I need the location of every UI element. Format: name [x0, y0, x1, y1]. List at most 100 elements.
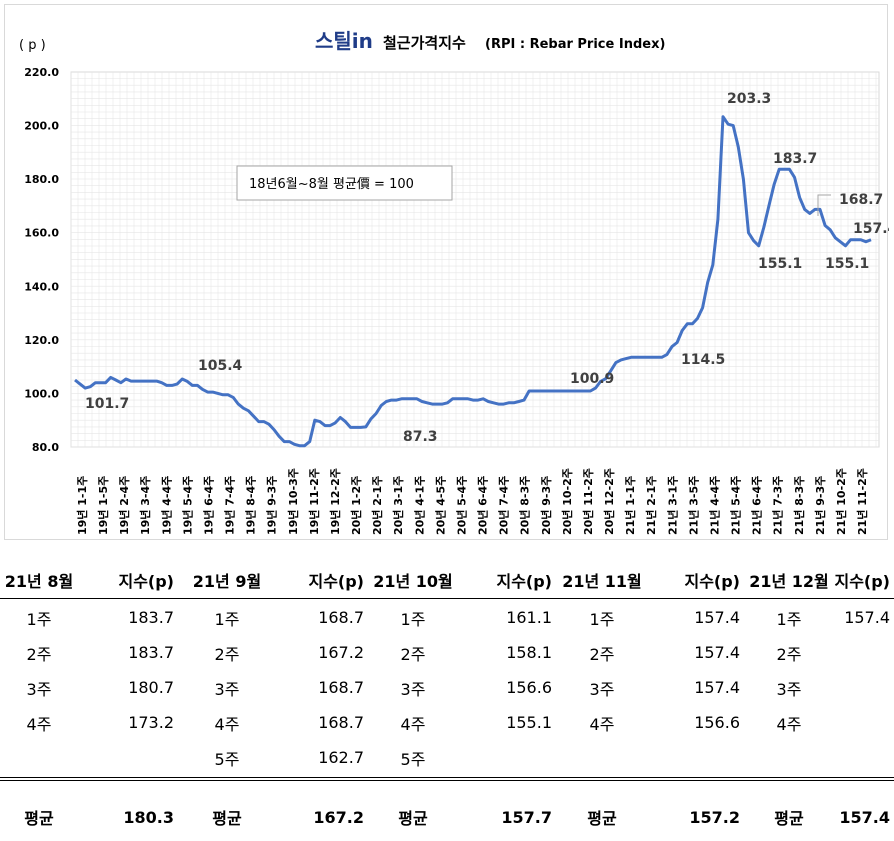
x-tick-label: 20년 8-3주: [518, 476, 532, 535]
table-cell: 3주: [214, 679, 240, 699]
table-cell: 1주: [589, 609, 615, 629]
x-tick-label: 20년 12-2주: [602, 468, 616, 535]
x-tick-label: 20년 2-1주: [370, 476, 384, 535]
table-cell: 157.7: [501, 807, 552, 827]
x-tick-label: 21년 7-3주: [771, 476, 785, 535]
table-cell: 157.2: [689, 807, 740, 827]
table-cell: 지수(p): [834, 572, 890, 591]
table-cell: 168.7: [318, 608, 364, 627]
table-cell: 평균: [587, 809, 617, 828]
data-label: 155.1: [758, 256, 802, 272]
data-label: 157.4: [853, 221, 889, 237]
x-tick-label: 20년 11-2주: [581, 468, 595, 535]
table-cell: 167.2: [313, 807, 364, 827]
table-cell: 180.3: [123, 807, 174, 827]
table-cell: [834, 670, 894, 705]
table-cell: 4주: [26, 714, 52, 734]
chart-panel: 스틸in 철근가격지수 (RPI : Rebar Price Index) ( …: [4, 4, 889, 540]
x-tick-label: 20년 4-5주: [433, 476, 447, 535]
x-tick-label: 21년 10-2주: [834, 468, 848, 535]
table-cell: 4주: [400, 714, 426, 734]
table-cell: [744, 740, 834, 775]
table-header-row: 21년 8월 지수(p) 21년 9월 지수(p) 21년 10월 지수(p) 21년 11…: [0, 560, 894, 600]
table-cell: 21년 11월: [562, 572, 642, 591]
y-tick-label: 140.0: [24, 280, 59, 293]
table-cell: 평균: [212, 809, 242, 828]
y-tick-label: 80.0: [32, 441, 59, 454]
x-tick-label: 20년 5-4주: [454, 476, 468, 535]
table-cell: 180.7: [128, 678, 174, 697]
table-spacer-row: [0, 775, 894, 793]
table-top-rule: [0, 598, 894, 599]
table-cell: 157.4: [839, 807, 890, 827]
y-tick-label: 200.0: [24, 120, 59, 133]
table-cell: 2주: [589, 644, 615, 664]
table-cell: 5주: [214, 749, 240, 769]
table-cell: 4주: [214, 714, 240, 734]
table-cell: 5주: [400, 749, 426, 769]
x-tick-label: 19년 1-5주: [96, 476, 110, 535]
x-tick-label: 19년 5-4주: [180, 476, 194, 535]
chart-title-main: 철근가격지수: [383, 34, 466, 52]
x-tick-label: 19년 12-2주: [328, 468, 342, 535]
table-cell: 3주: [776, 679, 802, 699]
x-tick-label: 21년 8-3주: [792, 476, 806, 535]
data-label: 168.7: [839, 192, 883, 208]
data-label-leader: [817, 194, 831, 216]
x-tick-label: 19년 8-4주: [244, 476, 258, 535]
table-cell: 2주: [214, 644, 240, 664]
rpi-line-chart: 스틸in 철근가격지수 (RPI : Rebar Price Index) ( …: [19, 29, 889, 535]
table-cell: 157.4: [844, 608, 890, 627]
y-tick-label: 100.0: [24, 387, 59, 400]
x-tick-label: 20년 10-2주: [560, 468, 574, 535]
table-cell: 2주: [26, 644, 52, 664]
table-double-rule-bottom: [0, 780, 894, 781]
x-tick-label: 19년 11-2주: [307, 468, 321, 535]
x-tick-label: 20년 3-1주: [391, 476, 405, 535]
table-cell: 156.6: [694, 713, 740, 732]
table-cell: 162.7: [318, 748, 364, 767]
table-cell: 4주: [776, 714, 802, 734]
x-tick-label: 21년 1-1주: [623, 476, 637, 535]
data-label: 105.4: [198, 358, 243, 374]
table-cell: 183.7: [128, 608, 174, 627]
x-tick-label: 20년 9-3주: [539, 476, 553, 535]
x-tick-label: 21년 9-3주: [813, 476, 827, 535]
table-row: 5주 162.7 5주: [0, 740, 894, 775]
data-label: 100.9: [570, 371, 614, 387]
table-cell: 지수(p): [308, 572, 364, 591]
x-tick-label: 19년 6-4주: [201, 476, 215, 535]
chart-title-logo: 스틸in: [315, 29, 373, 53]
table-cell: [78, 740, 178, 775]
plot-area: 80.0 100.0 120.0 140.0 160.0 180.0 200.0 220.0 1…: [24, 66, 889, 535]
table-row: 2주 183.7 2주 167.2 2주 158.1 2주 157.4 2주: [0, 635, 894, 670]
table-row: 4주 173.2 4주 168.7 4주 155.1 4주 156.6 4주: [0, 705, 894, 740]
chart-title-paren: (RPI : Rebar Price Index): [485, 37, 665, 52]
y-axis-unit: ( p ): [19, 38, 46, 53]
x-tick-label: 20년 1-2주: [349, 476, 363, 535]
data-label: 101.7: [85, 396, 129, 412]
table-cell: 1주: [400, 609, 426, 629]
table-cell: 1주: [26, 609, 52, 629]
table-cell: 21년 10월: [373, 572, 453, 591]
table-cell: 2주: [776, 644, 802, 664]
table-cell: [834, 635, 894, 670]
table-cell: 평균: [24, 809, 54, 828]
table-cell: 평균: [774, 809, 804, 828]
x-tick-label: 19년 2-4주: [117, 476, 131, 535]
table-cell: 2주: [400, 644, 426, 664]
x-tick-label: 19년 7-4주: [223, 476, 237, 535]
data-label: 155.1: [825, 256, 869, 272]
table-cell: 155.1: [506, 713, 552, 732]
data-label: 183.7: [773, 151, 817, 167]
table-cell: 1주: [214, 609, 240, 629]
table-cell: 3주: [589, 679, 615, 699]
table-cell: 4주: [589, 714, 615, 734]
table-cell: 3주: [400, 679, 426, 699]
table-cell: 183.7: [128, 643, 174, 662]
y-tick-label: 180.0: [24, 173, 59, 186]
weekly-index-table: 21년 8월 지수(p) 21년 9월 지수(p) 21년 10월 지수(p) 21년 11…: [0, 560, 894, 841]
x-tick-label: 19년 4-4주: [159, 476, 173, 535]
table-cell: 168.7: [318, 713, 364, 732]
table-cell: 157.4: [694, 643, 740, 662]
